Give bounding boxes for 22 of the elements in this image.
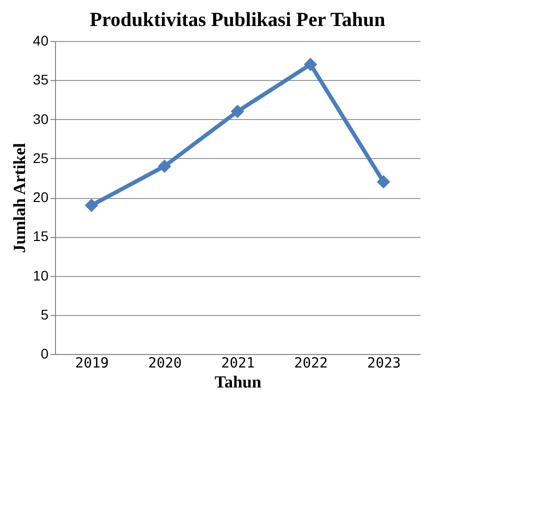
y-tick-label: 15 [32,228,49,244]
y-tick-label: 20 [32,189,49,205]
x-axis-title: Tahun [214,372,262,392]
x-tick-label: 2021 [221,356,255,372]
y-tick-label: 30 [32,110,49,127]
y-tick-label: 25 [32,150,49,166]
y-axis-title: Jumlah Artikel [10,142,29,254]
x-tick-label: 2020 [148,356,182,372]
x-tick-label: 2019 [75,356,109,372]
y-tick-label: 0 [40,346,49,362]
y-tick-label: 40 [32,32,49,48]
x-tick-label: 2023 [367,356,401,372]
point [84,198,98,212]
point [158,159,172,173]
y-tick-label: 35 [32,72,49,88]
y-tick-label: 5 [40,306,49,322]
chart-title: Produktivitas Publikasi Per Tahun [90,9,386,31]
point [230,104,244,118]
x-tick-label: 2022 [294,356,328,372]
point [304,58,318,72]
y-tick-label: 10 [32,267,49,284]
point [376,175,390,189]
